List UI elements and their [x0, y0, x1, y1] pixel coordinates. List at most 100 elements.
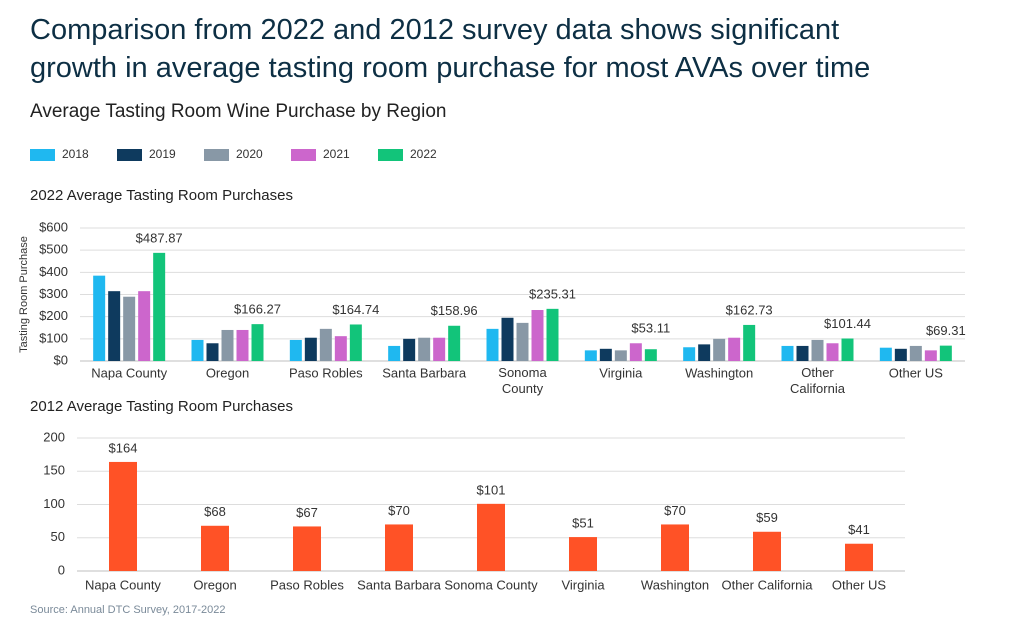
- y-tick-label: 150: [43, 463, 65, 478]
- x-tick-label: Sonoma County: [444, 577, 538, 592]
- legend-label: 2019: [149, 147, 176, 161]
- bar: [501, 317, 514, 361]
- bar: [924, 350, 937, 361]
- data-label: $70: [388, 503, 410, 518]
- data-label: $53.11: [631, 321, 670, 336]
- bar: [531, 310, 544, 361]
- x-tick-label: Virginia: [599, 365, 643, 380]
- data-label: $235.31: [529, 286, 576, 301]
- bar: [728, 337, 741, 361]
- bar: [319, 328, 332, 361]
- bar: [349, 324, 362, 361]
- bar: [304, 337, 317, 361]
- data-label: $101.44: [824, 316, 871, 331]
- bar: [138, 291, 151, 361]
- bar: [191, 339, 204, 361]
- y-tick-label: $600: [39, 219, 68, 234]
- bar: [811, 339, 824, 361]
- y-tick-label: $500: [39, 242, 68, 257]
- source: Source: Annual DTC Survey, 2017-2022: [30, 604, 225, 616]
- data-label: $67: [296, 505, 318, 520]
- y-tick-label: $300: [39, 286, 68, 301]
- bar: [569, 537, 597, 571]
- data-label: $59: [756, 510, 778, 525]
- bar: [584, 350, 597, 361]
- x-tick-label: Washington: [641, 577, 709, 592]
- bar: [546, 308, 559, 361]
- y-tick-label: 100: [43, 496, 65, 511]
- chart-title: 2012 Average Tasting Room Purchases: [30, 398, 293, 415]
- bar: [599, 348, 612, 361]
- data-label: $68: [204, 504, 226, 519]
- bar: [293, 526, 321, 571]
- bar: [683, 347, 696, 361]
- x-tick-label: Napa County: [85, 577, 161, 592]
- legend-swatch: [204, 149, 229, 161]
- bar: [713, 338, 726, 361]
- bar: [939, 345, 952, 361]
- legend-label: 2020: [236, 147, 263, 161]
- bar: [206, 343, 219, 361]
- x-tick-label: Other California: [790, 365, 846, 396]
- x-tick-label: Paso Robles: [289, 365, 363, 380]
- bar: [879, 347, 892, 361]
- x-tick-label: Santa Barbara: [357, 577, 442, 592]
- x-tick-label: Other US: [889, 365, 944, 380]
- bar: [93, 275, 106, 361]
- bar: [909, 345, 922, 361]
- bar: [841, 338, 854, 361]
- y-tick-label: $400: [39, 264, 68, 279]
- x-tick-label: Washington: [685, 365, 753, 380]
- bar: [781, 345, 794, 361]
- bar: [753, 531, 781, 571]
- legend-label: 2021: [323, 147, 350, 161]
- bar: [201, 525, 229, 571]
- bar: [221, 329, 234, 361]
- bar: [661, 524, 689, 571]
- bar: [826, 343, 839, 361]
- data-label: $487.87: [136, 230, 183, 245]
- bar: [385, 524, 413, 571]
- data-label: $101: [477, 482, 506, 497]
- y-tick-label: 0: [58, 562, 65, 577]
- legend-swatch: [291, 149, 316, 161]
- y-tick-label: $100: [39, 330, 68, 345]
- bar: [433, 337, 446, 361]
- bar: [109, 461, 137, 571]
- bar: [629, 343, 642, 361]
- y-tick-label: $0: [54, 352, 68, 367]
- data-label: $166.27: [234, 302, 281, 317]
- x-tick-label: Other California: [721, 577, 813, 592]
- bar: [644, 349, 657, 361]
- bar: [698, 344, 711, 361]
- data-label: $51: [572, 516, 594, 531]
- x-tick-label: Other US: [832, 577, 887, 592]
- page-subtitle: Average Tasting Room Wine Purchase by Re…: [30, 101, 446, 122]
- data-label: $162.73: [726, 302, 773, 317]
- x-tick-label: Sonoma County: [498, 365, 547, 396]
- x-tick-label: Virginia: [561, 577, 605, 592]
- data-label: $41: [848, 522, 870, 537]
- bar: [289, 339, 302, 361]
- legend-label: 2022: [410, 147, 437, 161]
- y-tick-label: 200: [43, 429, 65, 444]
- x-tick-label: Oregon: [193, 577, 236, 592]
- x-tick-label: Paso Robles: [270, 577, 344, 592]
- bar: [403, 338, 416, 361]
- bar: [796, 345, 809, 361]
- bar: [486, 328, 499, 361]
- bar: [108, 291, 121, 361]
- page-title: Comparison from 2022 and 2012 survey dat…: [30, 14, 870, 84]
- bar: [614, 350, 627, 361]
- legend-label: 2018: [62, 147, 89, 161]
- y-axis-title: Tasting Room Purchase: [18, 236, 30, 353]
- bar: [251, 324, 264, 361]
- x-tick-label: Oregon: [206, 365, 249, 380]
- x-tick-label: Santa Barbara: [382, 365, 467, 380]
- bar: [894, 348, 907, 361]
- data-label: $158.96: [431, 303, 478, 318]
- bar: [418, 337, 431, 361]
- data-label: $69.31: [926, 323, 966, 338]
- legend-swatch: [378, 149, 403, 161]
